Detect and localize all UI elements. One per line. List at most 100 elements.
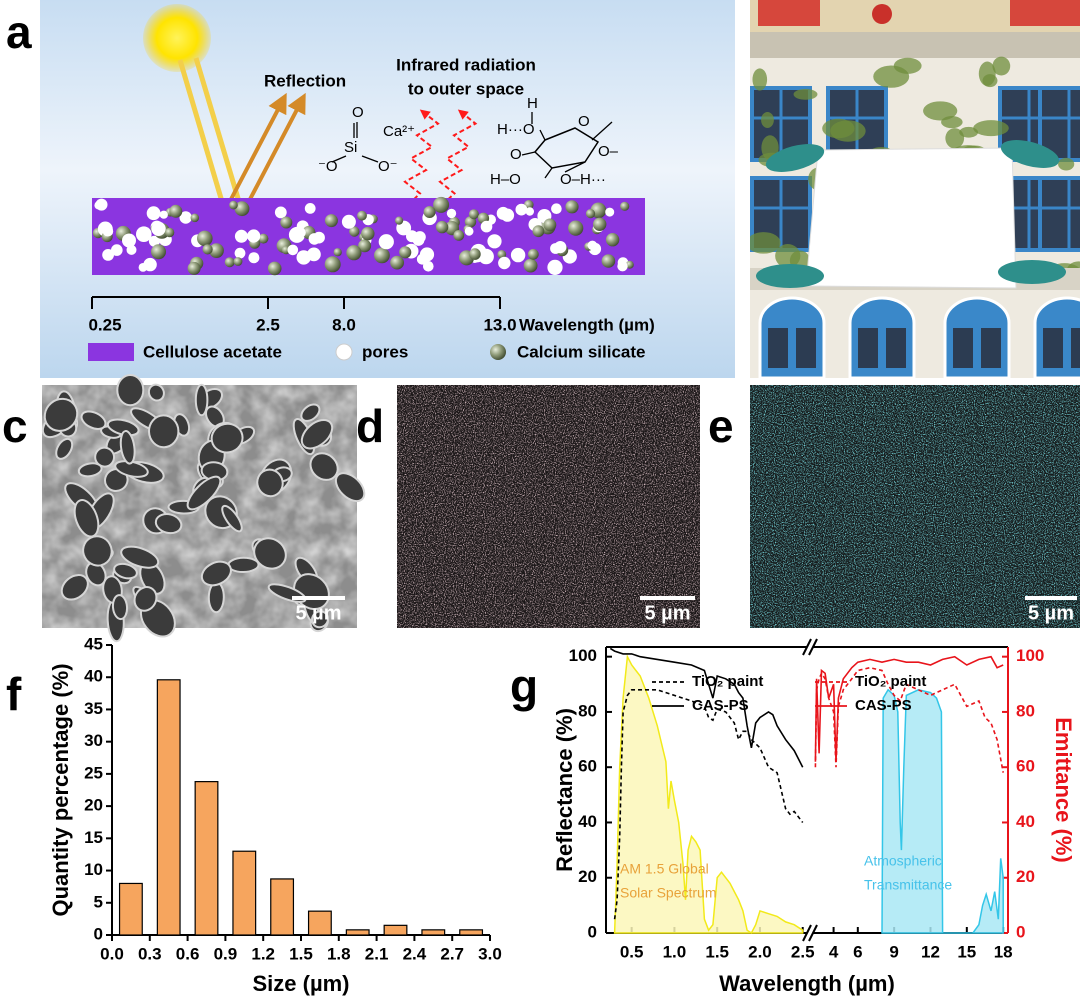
glove [998, 260, 1066, 284]
panel-label: e [708, 400, 734, 452]
infrared-wave [438, 109, 478, 206]
pore [304, 203, 316, 214]
bond [539, 129, 546, 141]
particle [151, 244, 166, 260]
pore [200, 560, 232, 587]
particle [617, 261, 628, 272]
ivy [1058, 157, 1075, 171]
x-tick-label: 6 [853, 942, 862, 961]
annotation: to outer space [408, 79, 524, 98]
pore [346, 245, 362, 261]
legend-label: TiO₂ paint [855, 673, 926, 690]
particle [179, 211, 192, 224]
door-pane [796, 328, 816, 368]
particle [248, 252, 260, 264]
pore [435, 220, 449, 234]
pore [543, 218, 557, 232]
particle [423, 261, 434, 272]
pore [95, 198, 108, 211]
scale-label: 8.0 [332, 315, 356, 334]
x-tick-label: 3.0 [478, 944, 502, 963]
particle [515, 203, 528, 216]
pore [159, 210, 168, 219]
banner [758, 0, 820, 26]
pore [620, 201, 630, 211]
reflected-ray [226, 92, 287, 206]
pore [309, 452, 339, 481]
x-tick-label: 12 [921, 942, 940, 961]
particle [585, 209, 596, 219]
annotation: Infrared radiation [396, 55, 536, 74]
pore [234, 229, 248, 243]
particle [349, 226, 360, 237]
pore [256, 468, 284, 498]
x-tick-label: 9 [889, 942, 898, 961]
particle [102, 249, 114, 261]
bar [270, 878, 295, 936]
pore [102, 225, 114, 237]
particle [341, 214, 356, 229]
pore [233, 257, 243, 266]
y-tick-label: 20 [578, 867, 597, 886]
white-film [805, 147, 1017, 289]
door-pane [858, 328, 878, 368]
annotation: Atmospheric [864, 853, 942, 869]
particle [532, 225, 545, 238]
pore [311, 610, 329, 629]
pore [82, 535, 113, 567]
y-tick-label: 60 [578, 757, 597, 776]
bar [383, 924, 408, 936]
particle [187, 261, 201, 275]
pore [498, 256, 511, 270]
scale-bar-label: 5 µm [1028, 602, 1074, 624]
particle [190, 213, 200, 223]
pore [593, 217, 607, 231]
pore [565, 200, 579, 214]
pore [480, 220, 493, 233]
chem-label: O⁻ [378, 158, 398, 175]
pore [300, 403, 321, 422]
photo [750, 0, 1080, 378]
panel-label: f [6, 668, 22, 720]
particle [395, 216, 404, 225]
y2-tick-label: 20 [1016, 867, 1035, 886]
x-tick-label: 1.5 [289, 944, 313, 963]
pore [148, 235, 160, 247]
scale-label: 13.0 [483, 315, 516, 334]
x-tick-label: 1.2 [251, 944, 275, 963]
bar [232, 850, 257, 936]
particle [234, 247, 246, 259]
pore [43, 397, 79, 432]
x-axis-label: Size (µm) [252, 971, 349, 996]
chem-label: O–H··· [560, 171, 606, 188]
pore [154, 513, 183, 535]
x-tick-label: 18 [994, 942, 1013, 961]
pore [202, 244, 213, 255]
ivy [959, 126, 979, 138]
pore [138, 263, 148, 272]
x-tick-label: 2.7 [440, 944, 464, 963]
banner [1010, 0, 1080, 26]
eds-signal [750, 385, 1080, 628]
pore [116, 374, 145, 407]
y-tick-label: 20 [84, 796, 103, 815]
x-tick-label: 1.8 [327, 944, 351, 963]
bar [421, 929, 446, 936]
y-tick-label: 25 [84, 763, 103, 782]
particle [111, 244, 123, 256]
legend-label: TiO₂ paint [692, 673, 763, 690]
door-pane [1043, 328, 1063, 368]
legend-swatch [335, 343, 353, 361]
pore [133, 586, 158, 612]
x-tick-label: 1.5 [705, 942, 729, 961]
ivy [893, 57, 922, 74]
ivy [830, 120, 866, 142]
pore [77, 462, 103, 478]
bond [521, 151, 536, 156]
pore [164, 227, 175, 238]
x-tick-label: 0.5 [620, 942, 644, 961]
y-tick-label: 45 [84, 634, 103, 653]
bond [544, 167, 553, 179]
pore [227, 556, 260, 574]
glove [756, 264, 824, 288]
